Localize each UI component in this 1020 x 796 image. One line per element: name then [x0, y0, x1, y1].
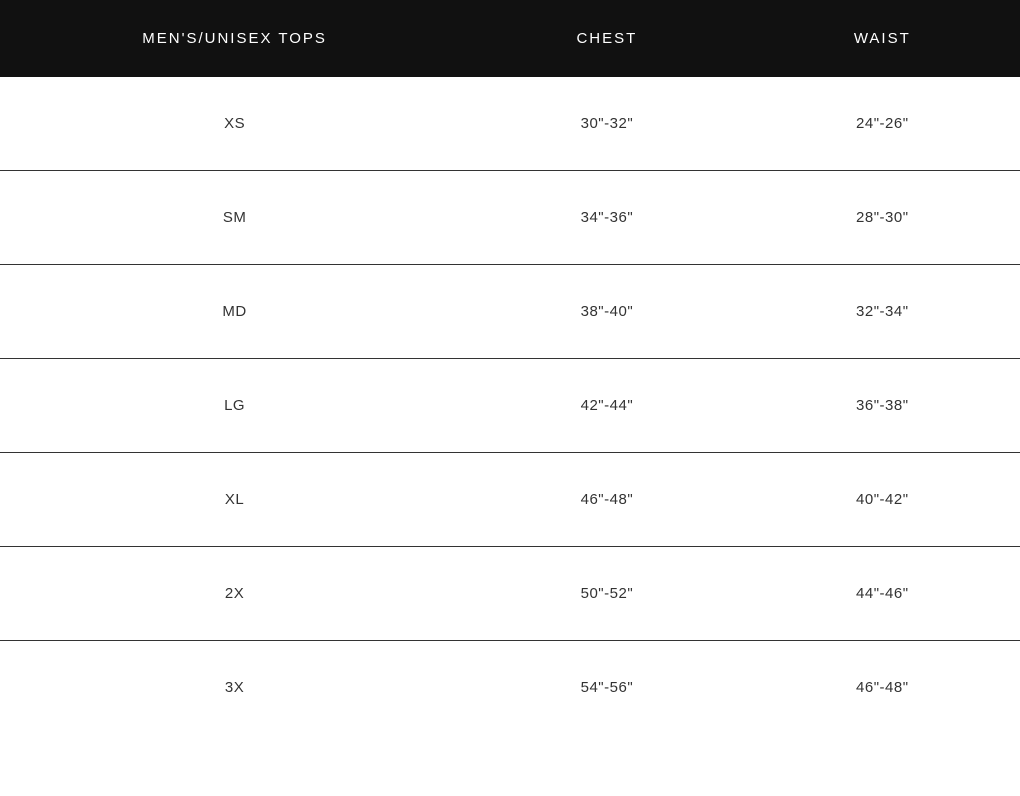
- col-header-size: MEN'S/UNISEX TOPS: [0, 0, 469, 77]
- cell-size: SM: [0, 171, 469, 265]
- cell-waist: 28"-30": [745, 171, 1020, 265]
- table-body: XS 30"-32" 24"-26" SM 34"-36" 28"-30" MD…: [0, 77, 1020, 734]
- table-row: SM 34"-36" 28"-30": [0, 171, 1020, 265]
- cell-chest: 50"-52": [469, 547, 744, 641]
- table-row: XS 30"-32" 24"-26": [0, 77, 1020, 171]
- cell-chest: 34"-36": [469, 171, 744, 265]
- cell-waist: 32"-34": [745, 265, 1020, 359]
- cell-chest: 30"-32": [469, 77, 744, 171]
- cell-chest: 54"-56": [469, 641, 744, 735]
- table-header: MEN'S/UNISEX TOPS CHEST WAIST: [0, 0, 1020, 77]
- cell-chest: 42"-44": [469, 359, 744, 453]
- cell-size: LG: [0, 359, 469, 453]
- cell-waist: 36"-38": [745, 359, 1020, 453]
- table-row: 3X 54"-56" 46"-48": [0, 641, 1020, 735]
- col-header-chest: CHEST: [469, 0, 744, 77]
- cell-size: XL: [0, 453, 469, 547]
- table-row: MD 38"-40" 32"-34": [0, 265, 1020, 359]
- col-header-waist: WAIST: [745, 0, 1020, 77]
- table-row: 2X 50"-52" 44"-46": [0, 547, 1020, 641]
- table-row: XL 46"-48" 40"-42": [0, 453, 1020, 547]
- cell-chest: 38"-40": [469, 265, 744, 359]
- size-chart-table: MEN'S/UNISEX TOPS CHEST WAIST XS 30"-32"…: [0, 0, 1020, 734]
- cell-size: MD: [0, 265, 469, 359]
- cell-waist: 40"-42": [745, 453, 1020, 547]
- table-row: LG 42"-44" 36"-38": [0, 359, 1020, 453]
- cell-size: 2X: [0, 547, 469, 641]
- cell-waist: 24"-26": [745, 77, 1020, 171]
- size-chart-container: MEN'S/UNISEX TOPS CHEST WAIST XS 30"-32"…: [0, 0, 1020, 734]
- cell-waist: 44"-46": [745, 547, 1020, 641]
- cell-waist: 46"-48": [745, 641, 1020, 735]
- table-header-row: MEN'S/UNISEX TOPS CHEST WAIST: [0, 0, 1020, 77]
- cell-chest: 46"-48": [469, 453, 744, 547]
- cell-size: 3X: [0, 641, 469, 735]
- cell-size: XS: [0, 77, 469, 171]
